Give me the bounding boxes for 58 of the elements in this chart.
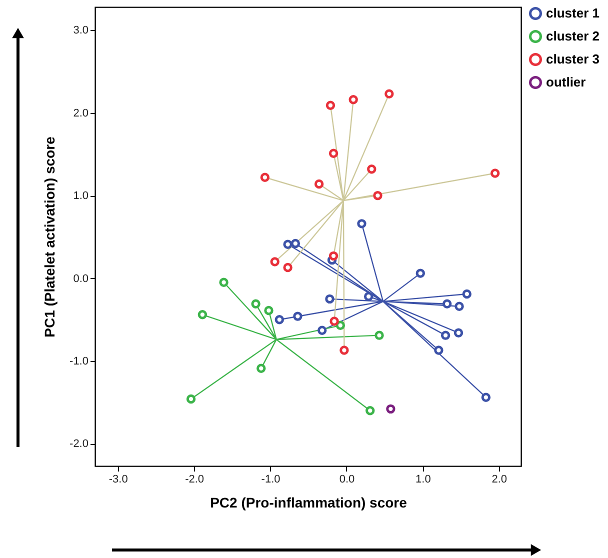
point: [340, 346, 349, 355]
point: [328, 251, 338, 261]
y-tick-label: 3.0: [73, 24, 88, 37]
x-tick-label: -2.0: [185, 474, 204, 486]
point: [440, 330, 450, 340]
y-tick-label: 1.0: [73, 190, 88, 202]
point: [260, 172, 270, 182]
point: [186, 394, 196, 404]
point: [348, 95, 358, 104]
legend-label: cluster 2: [546, 28, 600, 44]
y-tick-label: 0.0: [73, 272, 88, 285]
point: [442, 299, 452, 308]
point: [283, 240, 292, 249]
legend-label: cluster 1: [546, 6, 600, 20]
point: [366, 406, 375, 416]
point: [462, 289, 472, 299]
x-tick-label: 2.0: [492, 474, 508, 486]
point: [317, 326, 327, 335]
y-tick-label: 2.0: [73, 107, 88, 120]
legend-label: cluster 3: [546, 52, 600, 66]
point: [264, 306, 274, 316]
point: [336, 320, 345, 330]
point: [481, 392, 491, 402]
point: [314, 179, 324, 189]
point: [490, 168, 500, 178]
point: [357, 219, 366, 228]
point: [326, 100, 336, 110]
legend-label: outlier: [546, 74, 586, 90]
x-tick-label: -1.0: [261, 474, 280, 486]
point: [293, 312, 302, 321]
point: [325, 294, 334, 304]
point: [386, 404, 396, 414]
x-tick-label: 1.0: [416, 474, 431, 486]
point: [364, 292, 374, 302]
point: [270, 257, 280, 266]
point: [290, 238, 300, 248]
point: [454, 328, 464, 338]
x-axis-title: PC2 (Pro-inflammation) score: [210, 494, 408, 510]
point: [198, 310, 208, 320]
point: [434, 346, 444, 355]
point: [367, 164, 376, 174]
point: [416, 268, 426, 278]
point: [283, 262, 292, 272]
x-tick-label: -3.0: [108, 474, 128, 486]
point: [251, 299, 260, 308]
point: [373, 190, 382, 200]
point: [384, 89, 394, 98]
y-axis-title: PC1 (Platelet activation) score: [42, 136, 58, 338]
y-tick-label: -2.0: [70, 438, 88, 450]
point: [374, 330, 384, 340]
y-tick-label: -1.0: [70, 355, 88, 368]
point: [330, 316, 339, 326]
point: [256, 364, 266, 374]
x-tick-label: 0.0: [339, 474, 355, 486]
point: [219, 278, 228, 287]
point: [454, 302, 464, 311]
point: [328, 148, 338, 158]
point: [274, 315, 284, 324]
